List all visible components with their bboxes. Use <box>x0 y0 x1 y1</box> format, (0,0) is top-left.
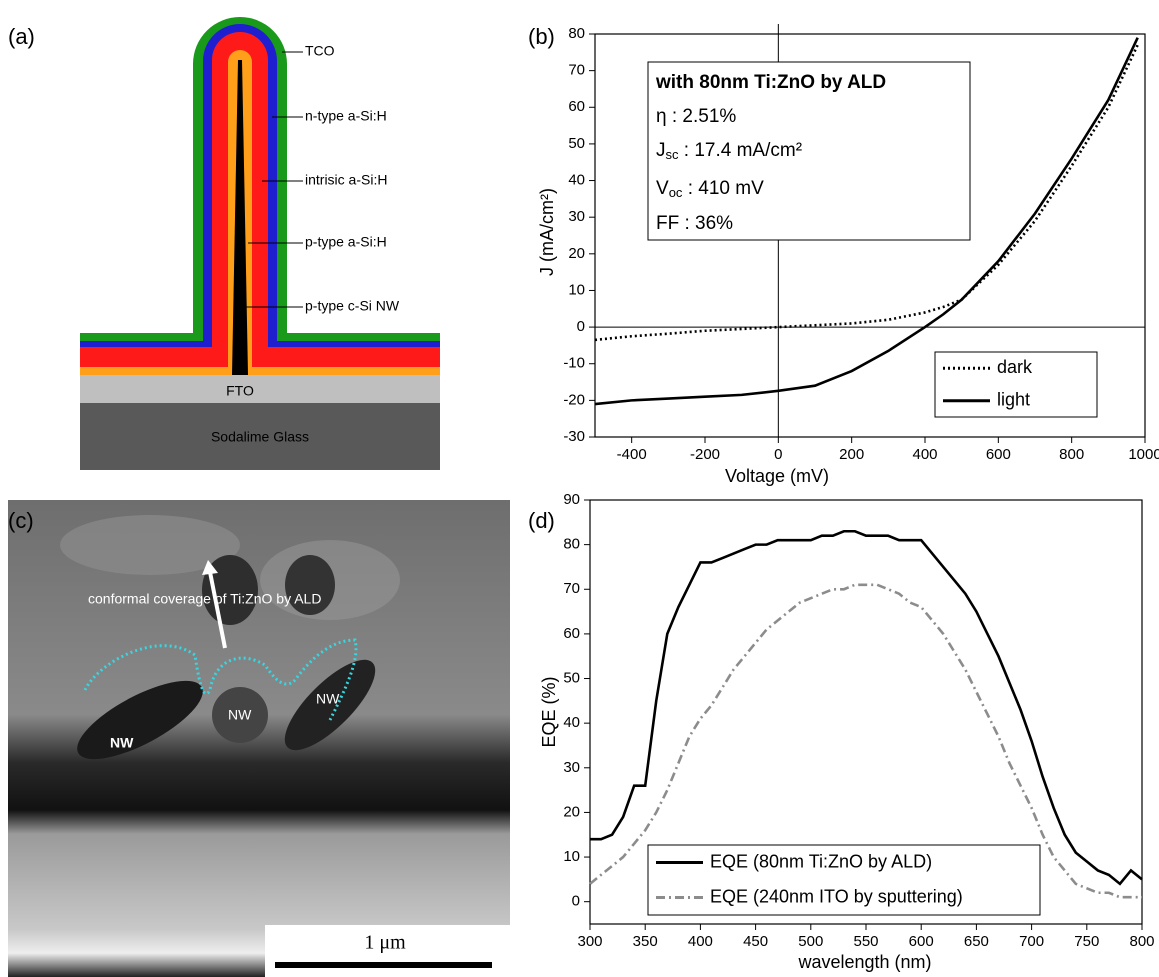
y-tick-label: 20 <box>563 803 580 820</box>
x-axis-title: Voltage (mV) <box>725 466 829 486</box>
y-tick-label: 50 <box>563 669 580 686</box>
x-tick-label: -200 <box>690 446 720 463</box>
i-layer <box>80 32 440 375</box>
x-tick-label: 0 <box>774 446 782 463</box>
substrate-label: Sodalime Glass <box>211 429 309 445</box>
x-tick-label: 300 <box>577 933 602 950</box>
inset-line: Jsc : 17.4 mA/cm² <box>656 140 802 162</box>
leaders <box>240 51 303 308</box>
x-tick-label: 600 <box>909 933 934 950</box>
nw-label: NW <box>316 691 340 707</box>
panel-label: (b) <box>528 24 555 49</box>
x-tick-label: -400 <box>617 446 647 463</box>
y-tick-label: 30 <box>563 759 580 776</box>
x-tick-label: 700 <box>1019 933 1044 950</box>
x-tick-label: 1000 <box>1128 446 1159 463</box>
y-tick-label: 40 <box>563 714 580 731</box>
scale-bar <box>275 962 492 968</box>
legend-label: dark <box>997 357 1033 377</box>
layer-label: TCO <box>305 43 335 59</box>
panel-label: (d) <box>528 508 555 533</box>
legend-frame <box>647 844 1041 916</box>
legend: dark light <box>934 351 1098 418</box>
y-tick-label: 90 <box>563 491 580 508</box>
coverage-outline <box>83 638 358 721</box>
inset-line: η : 2.51% <box>656 106 736 127</box>
y-tick-label: 60 <box>563 625 580 642</box>
layer-label: intrisic a-Si:H <box>305 172 387 188</box>
scale-box <box>265 925 510 977</box>
y-tick-label: 60 <box>568 98 585 115</box>
y-axis-title: EQE (%) <box>539 676 559 747</box>
series-line <box>590 529 1143 886</box>
x-axis-title: wavelength (nm) <box>797 952 931 972</box>
fto <box>80 375 440 403</box>
x-tick-label: 400 <box>912 446 937 463</box>
x-tick-label: 200 <box>839 446 864 463</box>
y-tick-label: 50 <box>568 135 585 152</box>
x-tick-label: 650 <box>964 933 989 950</box>
series-line <box>589 583 1142 899</box>
nw-label: NW <box>110 735 134 751</box>
inset-line: FF : 36% <box>656 213 733 234</box>
x-tick-label: 800 <box>1129 933 1154 950</box>
x-tick-label: 350 <box>633 933 658 950</box>
sem-image: conformal coverage of Ti:ZnO by ALD NW N… <box>8 500 510 977</box>
device-diagram: TCO n-type a-Si:H intrisic a-Si:H p-type… <box>80 17 440 470</box>
legend-label: EQE (80nm Ti:ZnO by ALD) <box>710 851 932 871</box>
y-tick-label: 40 <box>568 172 585 189</box>
y-tick-label: 30 <box>568 208 585 225</box>
y-tick-label: 0 <box>577 318 585 335</box>
x-tick-label: 750 <box>1074 933 1099 950</box>
panel-label: (a) <box>8 24 35 49</box>
y-tick-label: 80 <box>568 25 585 42</box>
layer-label: p-type a-Si:H <box>305 234 387 250</box>
layer-label: n-type a-Si:H <box>305 108 387 124</box>
y-axis-title: J (mA/cm²) <box>537 188 557 276</box>
y-tick-label: -20 <box>563 391 585 408</box>
y-tick-label: -30 <box>563 428 585 445</box>
y-tick-label: 70 <box>568 62 585 79</box>
x-tick-label: 550 <box>853 933 878 950</box>
x-tick-label: 500 <box>798 933 823 950</box>
glass <box>80 403 440 470</box>
sem-caption: conformal coverage of Ti:ZnO by ALD <box>88 591 321 607</box>
panel-label: (c) <box>8 508 34 533</box>
x-tick-label: 450 <box>743 933 768 950</box>
y-tick-label: -10 <box>563 355 585 372</box>
x-tick-label: 400 <box>688 933 713 950</box>
x-tick-label: 600 <box>986 446 1011 463</box>
y-tick-label: 80 <box>563 536 580 553</box>
inset-box: with 80nm Ti:ZnO by ALD η : 2.51% Jsc : … <box>647 61 971 241</box>
series-line <box>594 44 1139 342</box>
nanowire <box>232 60 248 375</box>
legend-label: light <box>997 390 1030 410</box>
substrate-label: FTO <box>226 383 254 399</box>
y-tick-label: 10 <box>563 848 580 865</box>
plot-frame <box>594 33 1146 438</box>
series-line <box>594 37 1139 406</box>
legend-frame <box>934 351 1098 418</box>
x-tick-label: 800 <box>1059 446 1084 463</box>
scale-label: 1 μm <box>364 932 406 954</box>
arrow-head <box>202 560 218 575</box>
y-tick-label: 0 <box>572 893 580 910</box>
y-tick-label: 70 <box>563 580 580 597</box>
y-tick-label: 20 <box>568 245 585 262</box>
inset-title: with 80nm Ti:ZnO by ALD <box>655 72 886 93</box>
legend: EQE (80nm Ti:ZnO by ALD) EQE (240nm ITO b… <box>647 844 1041 916</box>
inset-line: Voc : 410 mV <box>656 178 764 200</box>
layer-label: p-type c-Si NW <box>305 298 400 314</box>
arrow <box>208 571 227 649</box>
inset-frame <box>647 61 971 241</box>
y-tick-label: 10 <box>568 281 585 298</box>
nw-label: NW <box>228 707 252 723</box>
legend-label: EQE (240nm ITO by sputtering) <box>710 886 963 906</box>
